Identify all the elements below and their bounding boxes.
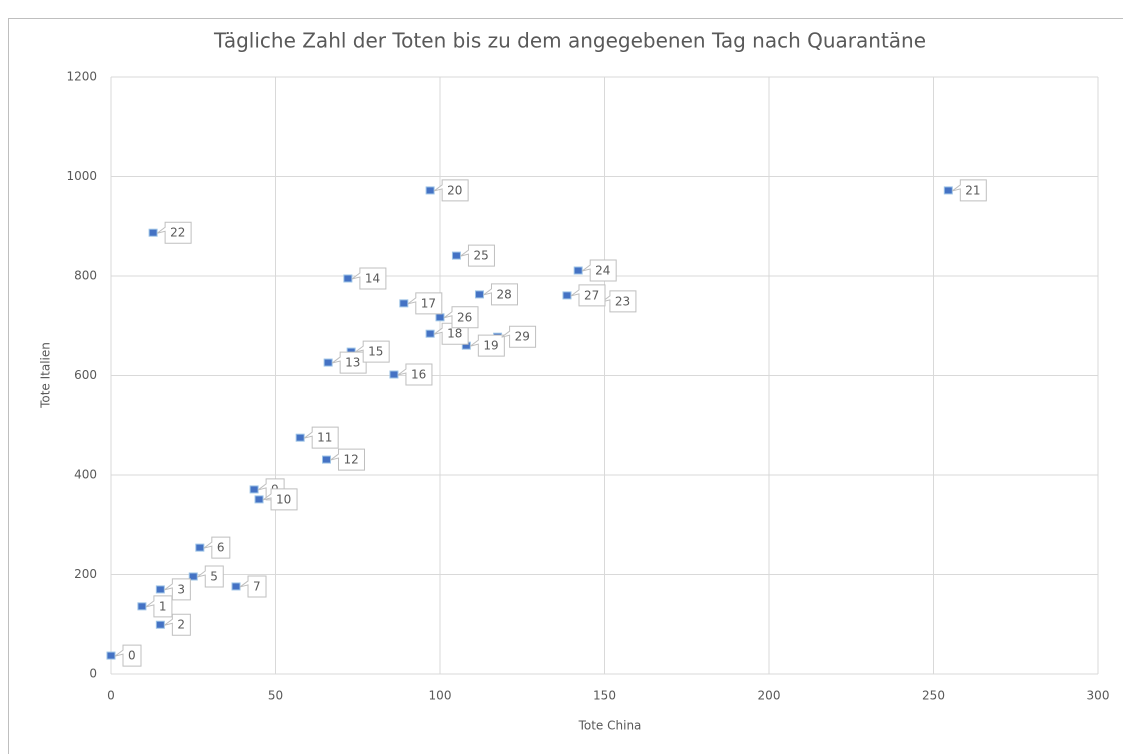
label-callout: [483, 283, 518, 306]
x-tick-label: 150: [593, 689, 616, 703]
data-label: 0: [128, 649, 136, 663]
label-callout: [354, 340, 390, 363]
label-callout: [156, 221, 192, 244]
point: [425, 186, 435, 195]
point: [425, 329, 435, 338]
label-callout: [433, 179, 469, 202]
label-callout: [407, 292, 443, 315]
label-callout: [164, 578, 191, 601]
data-label: 19: [483, 339, 498, 353]
label-callout: [601, 290, 637, 313]
data-label: 15: [368, 345, 383, 359]
data-label: 22: [170, 226, 185, 240]
point: [231, 582, 241, 591]
data-label: 24: [595, 264, 610, 278]
data-label: 18: [447, 327, 462, 341]
x-tick-label: 300: [1087, 689, 1110, 703]
label-callout: [330, 448, 365, 471]
data-label: 20: [447, 183, 462, 197]
label-callout: [570, 284, 606, 307]
label-callout: [501, 325, 537, 348]
label-callout: [262, 488, 298, 511]
point: [155, 620, 165, 629]
data-label: 25: [473, 249, 488, 263]
label-callout: [145, 595, 173, 618]
chart-title: Tägliche Zahl der Toten bis zu dem angeg…: [213, 29, 926, 53]
y-tick-label: 0: [89, 667, 97, 681]
label-callout: [952, 179, 987, 202]
label-callout: [164, 613, 191, 636]
data-label: 21: [965, 183, 980, 197]
y-tick-label: 200: [74, 567, 97, 581]
y-tick-label: 400: [74, 468, 97, 482]
label-callout: [443, 306, 479, 329]
data-label: 12: [343, 453, 358, 467]
data-label: 3: [177, 582, 185, 596]
label-callout: [114, 644, 142, 667]
x-tick-label: 0: [107, 689, 115, 703]
x-tick-label: 100: [429, 689, 452, 703]
point: [137, 602, 147, 611]
point: [435, 313, 445, 322]
data-label: 14: [365, 271, 380, 285]
label-callout: [397, 363, 433, 386]
point: [451, 251, 461, 260]
point: [249, 485, 259, 494]
x-tick-label: 200: [758, 689, 781, 703]
point: [321, 455, 331, 464]
point: [148, 228, 158, 237]
point: [343, 274, 353, 283]
data-label: 6: [217, 541, 225, 555]
point: [155, 585, 165, 594]
label-callout: [203, 536, 231, 559]
y-tick-label: 1000: [66, 169, 97, 183]
data-label: 27: [584, 288, 599, 302]
point: [474, 290, 484, 299]
y-tick-label: 600: [74, 368, 97, 382]
x-axis-label: Tote China: [578, 719, 642, 733]
chart-frame: [8, 18, 1123, 754]
data-label: 17: [421, 296, 436, 310]
point: [399, 299, 409, 308]
data-label: 10: [276, 492, 291, 506]
y-tick-label: 1200: [66, 70, 97, 84]
point: [389, 370, 399, 379]
y-axis-label: Tote Italien: [39, 342, 53, 409]
label-callout: [196, 565, 224, 588]
point: [106, 651, 116, 660]
data-label: 11: [317, 431, 332, 445]
data-label: 7: [253, 579, 261, 593]
label-callout: [460, 244, 495, 267]
point: [195, 543, 205, 552]
point: [573, 266, 583, 275]
x-tick-label: 250: [922, 689, 945, 703]
data-label: 16: [411, 368, 426, 382]
data-label: 2: [177, 618, 185, 632]
label-callout: [433, 322, 469, 345]
data-label: 28: [496, 287, 511, 301]
data-label: 26: [457, 310, 472, 324]
label-callout: [351, 267, 387, 290]
data-label: 29: [515, 330, 530, 344]
data-label: 13: [345, 356, 360, 370]
data-label: 1: [159, 599, 167, 613]
point: [295, 433, 305, 442]
point: [943, 186, 953, 195]
data-label: 23: [615, 294, 630, 308]
label-callout: [239, 575, 267, 598]
point: [254, 495, 264, 504]
label-callout: [581, 259, 617, 282]
data-label: 5: [210, 569, 218, 583]
y-tick-label: 800: [74, 269, 97, 283]
label-callout: [470, 334, 505, 357]
x-tick-label: 50: [268, 689, 283, 703]
point: [323, 358, 333, 367]
point: [562, 291, 572, 300]
label-callout: [303, 426, 339, 449]
